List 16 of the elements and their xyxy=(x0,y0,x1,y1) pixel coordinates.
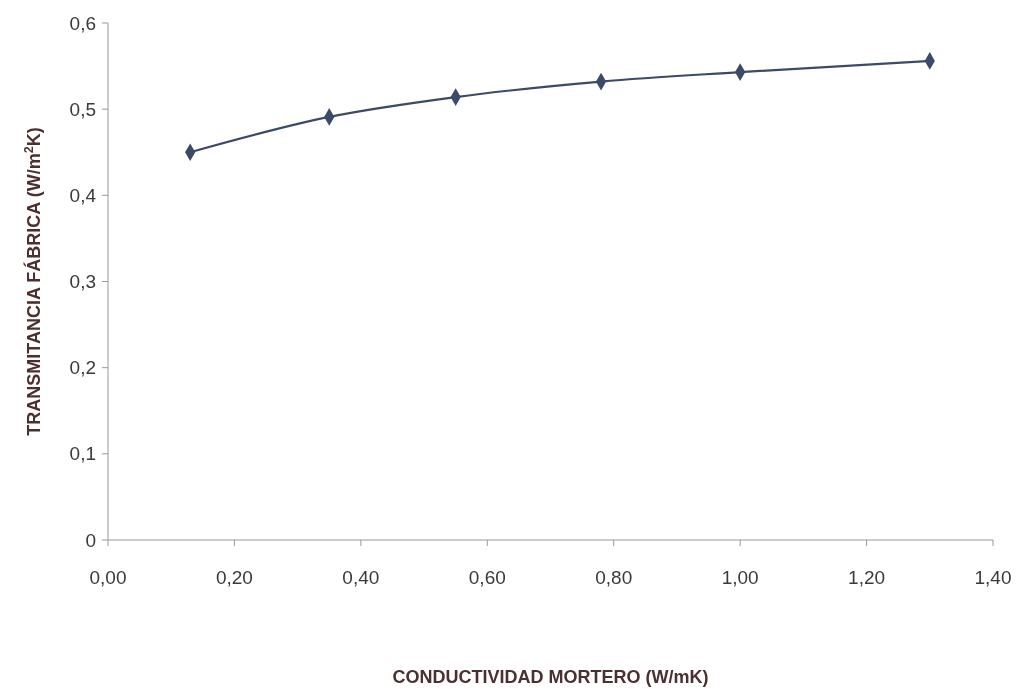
x-tick-label: 1,40 xyxy=(974,567,1012,588)
y-tick-label: 0,2 xyxy=(69,357,96,379)
x-tick-label: 1,00 xyxy=(721,567,759,588)
y-tick-label: 0,5 xyxy=(69,98,96,120)
x-tick-label: 0,60 xyxy=(468,567,506,588)
x-tick-label: 1,20 xyxy=(848,567,886,588)
y-tick-label: 0,4 xyxy=(69,184,97,206)
x-tick-label: 0,40 xyxy=(342,567,380,588)
y-tick-label: 0,6 xyxy=(69,12,96,34)
x-tick-label: 0,20 xyxy=(215,567,253,588)
x-axis-title: CONDUCTIVIDAD MORTERO (W/mK) xyxy=(392,667,709,687)
y-tick-label: 0 xyxy=(85,529,96,551)
y-tick-label: 0,3 xyxy=(69,271,96,293)
x-tick-label: 0,80 xyxy=(595,567,633,588)
y-tick-label: 0,1 xyxy=(69,443,96,465)
x-tick-label: 0,00 xyxy=(89,567,127,588)
